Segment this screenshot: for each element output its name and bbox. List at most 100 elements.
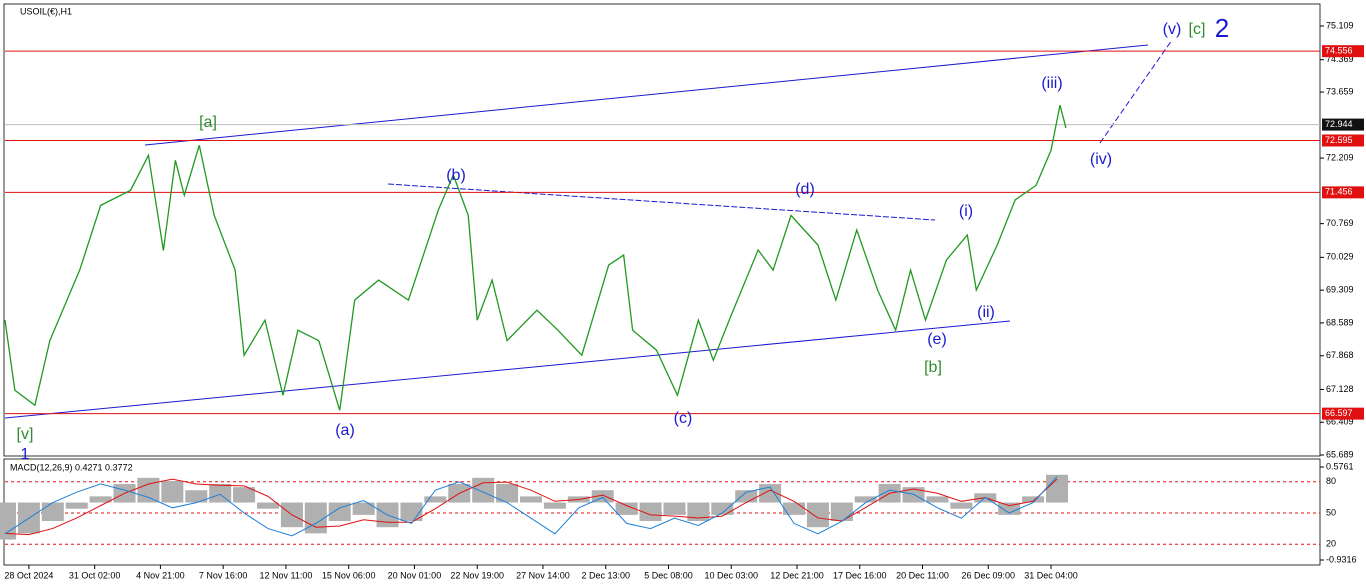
y-tick-label: 67.868: [1326, 350, 1354, 360]
macd-bar: [806, 502, 829, 528]
macd-bar: [950, 502, 973, 509]
x-tick-label: 20 Nov 01:00: [388, 570, 442, 580]
macd-bar: [304, 502, 327, 534]
y-tick-label: 70.769: [1326, 218, 1354, 228]
macd-bar: [783, 502, 805, 515]
macd-bar: [711, 502, 734, 515]
x-tick-label: 5 Dec 08:00: [644, 570, 693, 580]
plot-layer: 75.109 74.369 73.659 72.209 70.769 70.029 69.3…: [0, 13, 1364, 580]
x-tick-label: 12 Nov 11:00: [259, 570, 312, 580]
macd-bar: [1046, 474, 1068, 503]
macd-bar: [1022, 496, 1045, 503]
wave-label: [b]: [924, 359, 942, 376]
macd-panel: [3, 458, 1321, 566]
x-tick-label: 27 Nov 14:00: [516, 570, 570, 580]
level-label: 71.456: [1325, 187, 1353, 197]
x-tick-label: 15 Nov 06:00: [322, 570, 376, 580]
last-price-box: [1322, 118, 1364, 131]
signal-line: [4, 478, 1058, 536]
macd-bar: [639, 502, 662, 522]
macd-bar: [687, 502, 710, 522]
wave-label: (b): [446, 167, 466, 184]
wave-label: (i): [959, 203, 973, 220]
wave-label: [v]: [17, 426, 34, 443]
x-tick-label: 22 Nov 19:00: [450, 570, 504, 580]
wave-label: 1: [21, 446, 30, 463]
macd-bar: [65, 502, 88, 509]
x-tick-label: 31 Dec 04:00: [1024, 570, 1078, 580]
macd-bar: [137, 477, 160, 503]
macd-bar: [185, 490, 208, 503]
x-tick-label: 17 Dec 16:00: [833, 570, 887, 580]
oscillator-line: [4, 476, 1058, 537]
macd-bar: [520, 496, 542, 503]
y-tick-label: 0.5761: [1326, 461, 1354, 471]
level-label-box: [1322, 134, 1364, 147]
y-tick-label: -0.9316: [1326, 554, 1357, 564]
level-label-box: [1322, 186, 1364, 199]
wave-label: 2: [1215, 13, 1229, 43]
trend-line: [387, 183, 936, 221]
x-tick-label: 7 Nov 16:00: [199, 570, 248, 580]
x-tick-label: 31 Oct 02:00: [69, 570, 121, 580]
x-tick-label: 2 Dec 13:00: [581, 570, 630, 580]
wave-label: (d): [795, 181, 815, 198]
x-tick-label: 20 Dec 11:00: [896, 570, 949, 580]
y-tick-label: 66.409: [1326, 417, 1354, 427]
last-price-label: 72.944: [1325, 119, 1353, 129]
wave-label: (iv): [1090, 151, 1112, 168]
macd-bar: [472, 477, 495, 503]
macd-bar: [496, 484, 519, 503]
y-tick-label: 72.209: [1326, 152, 1354, 162]
trend-line: [144, 44, 1149, 146]
wave-label: [c]: [1189, 21, 1206, 38]
wave-label: (ii): [977, 304, 995, 321]
x-tick-label: 12 Dec 21:00: [770, 570, 824, 580]
x-tick-label: 4 Nov 21:00: [136, 570, 185, 580]
wave-label: (a): [335, 422, 355, 439]
x-tick-label: 10 Dec 03:00: [704, 570, 758, 580]
macd-bar: [352, 502, 375, 515]
macd-bar: [854, 496, 877, 503]
wave-label: [a]: [199, 114, 217, 131]
price-panel: [3, 3, 1321, 457]
y-tick-label: 74.369: [1326, 54, 1354, 64]
macd-bar: [89, 496, 112, 503]
macd-bar: [209, 484, 232, 503]
y-tick-label: 70.029: [1326, 252, 1354, 262]
x-tick-label: 28 Oct 2024: [4, 570, 53, 580]
y-tick-label: 67.128: [1326, 384, 1354, 394]
y-tick-label: 73.659: [1326, 86, 1354, 96]
macd-bar: [257, 502, 279, 509]
level-label-box: [1322, 407, 1364, 420]
macd-bar: [663, 502, 686, 515]
macd-bar: [543, 502, 566, 509]
y-tick-label: 68.589: [1326, 317, 1354, 327]
wave-label: (e): [927, 331, 947, 348]
y2-tick-label: 50: [1326, 507, 1336, 517]
wave-label: (v): [1163, 21, 1182, 38]
price-line: [4, 105, 1067, 411]
macd-bar: [233, 487, 256, 503]
chart-title: USOIL(€),H1: [20, 6, 72, 16]
wave-label: (iii): [1041, 75, 1062, 92]
level-label: 72.595: [1325, 135, 1353, 145]
y2-tick-label: 80: [1326, 476, 1336, 486]
macd-bar: [161, 480, 184, 503]
macd-bar: [926, 496, 949, 503]
y2-tick-label: 20: [1326, 539, 1336, 549]
x-tick-label: 26 Dec 09:00: [961, 570, 1015, 580]
macd-bar: [615, 502, 638, 515]
macd-bar: [41, 502, 64, 522]
trend-line: [4, 320, 1011, 419]
indicator-title: MACD(12,26,9) 0.4271 0.3772: [10, 462, 133, 472]
wave-label: (c): [674, 410, 693, 427]
level-label-box: [1322, 45, 1364, 58]
level-label: 74.556: [1325, 46, 1353, 56]
macd-bar: [328, 502, 351, 522]
projection-line: [1099, 39, 1173, 144]
y-tick-label: 75.109: [1326, 20, 1354, 30]
y-tick-label: 65.689: [1326, 449, 1354, 459]
macd-bar: [830, 502, 853, 522]
